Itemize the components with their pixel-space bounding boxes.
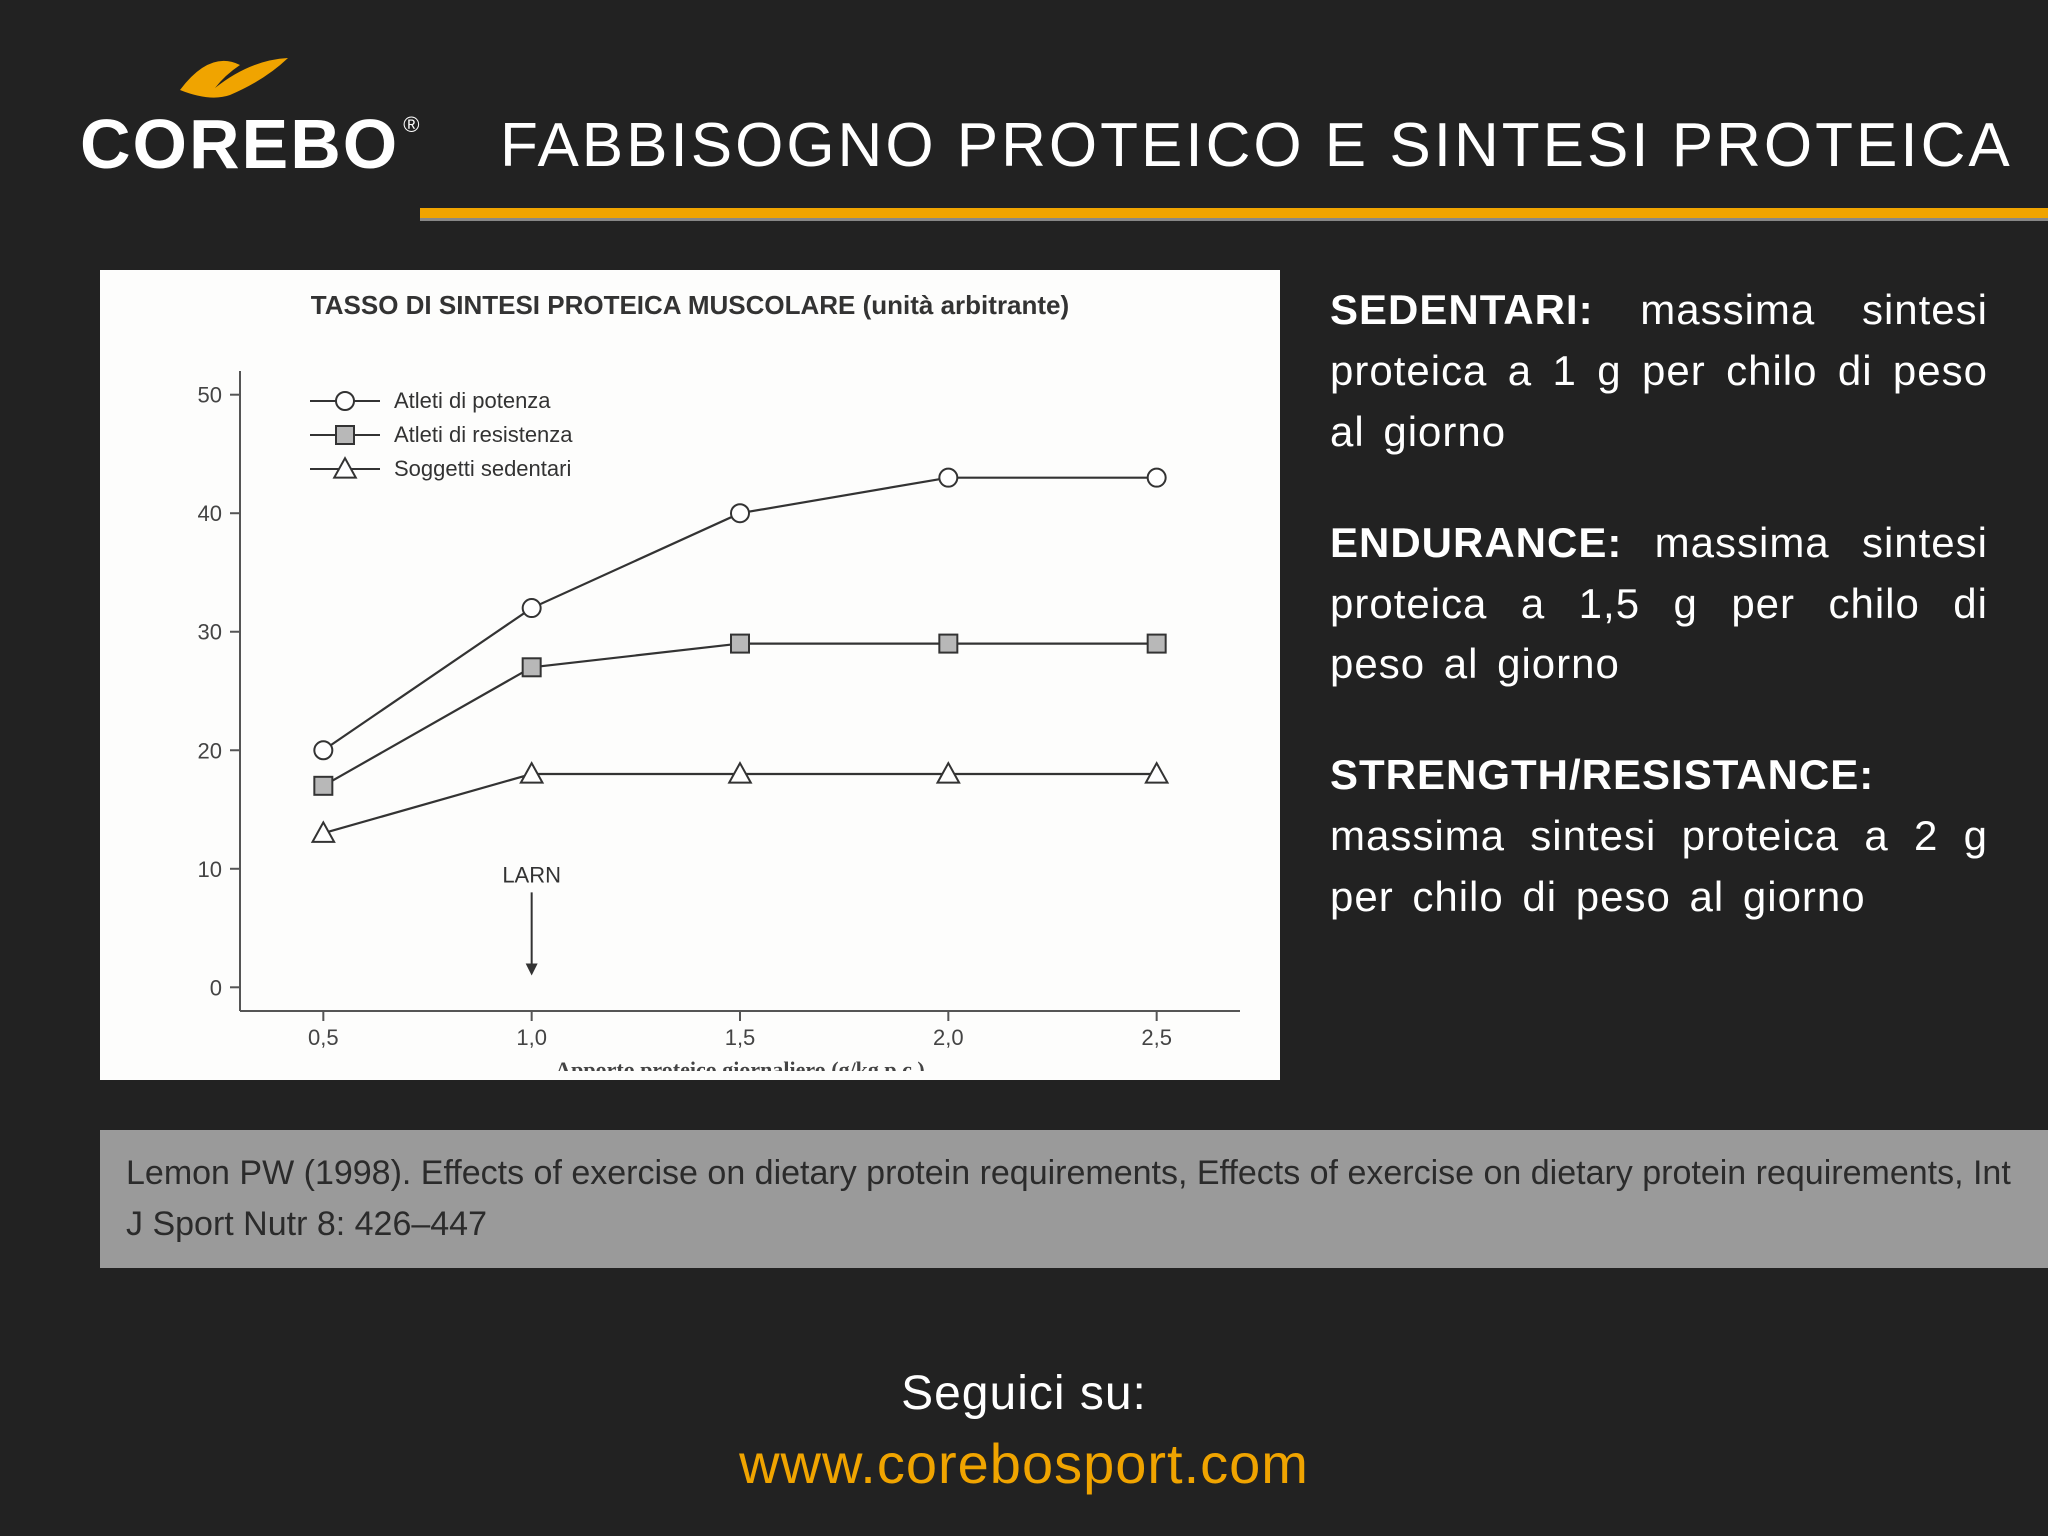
svg-text:1,0: 1,0 (516, 1025, 547, 1050)
title-underline-accent (420, 208, 2048, 218)
page-title: FABBISOGNO PROTEICO E SINTESI PROTEICA (500, 110, 2013, 181)
svg-text:Soggetti sedentari: Soggetti sedentari (394, 456, 571, 481)
chart-title: TASSO DI SINTESI PROTEICA MUSCOLARE (uni… (130, 290, 1250, 321)
footer: Seguici su: www.corebosport.com (0, 1366, 2048, 1496)
note-strength-label: STRENGTH/RESISTANCE: (1330, 751, 1874, 798)
brand-logo: COREBO® (80, 40, 415, 184)
title-underline-gray (420, 218, 2048, 221)
svg-text:2,0: 2,0 (933, 1025, 964, 1050)
svg-text:0,5: 0,5 (308, 1025, 339, 1050)
content-area: TASSO DI SINTESI PROTEICA MUSCOLARE (uni… (100, 270, 1988, 1276)
side-notes: SEDENTARI: massima sintesi proteica a 1 … (1330, 270, 1988, 1276)
svg-text:Apporto proteico giornaliero (: Apporto proteico giornaliero (g/kg p.c.) (555, 1057, 925, 1071)
svg-text:20: 20 (198, 738, 222, 763)
note-strength: STRENGTH/RESISTANCE: massima sintesi pro… (1330, 745, 1988, 928)
citation-bar: Lemon PW (1998). Effects of exercise on … (100, 1130, 2048, 1268)
svg-text:40: 40 (198, 501, 222, 526)
svg-text:1,5: 1,5 (725, 1025, 756, 1050)
header: COREBO® FABBISOGNO PROTEICO E SINTESI PR… (0, 40, 2048, 240)
svg-text:10: 10 (198, 857, 222, 882)
note-strength-text: massima sintesi proteica a 2 g per chilo… (1330, 812, 1988, 920)
chart-panel: TASSO DI SINTESI PROTEICA MUSCOLARE (uni… (100, 270, 1280, 1080)
note-endurance: ENDURANCE: massima sintesi proteica a 1,… (1330, 513, 1988, 696)
svg-text:30: 30 (198, 620, 222, 645)
svg-text:2,5: 2,5 (1141, 1025, 1172, 1050)
footer-follow: Seguici su: (0, 1366, 2048, 1421)
line-chart: 0 10 20 30 40 50 0,5 1,0 1,5 2,0 2,5 Apporto protei… (130, 331, 1250, 1071)
runner-icon (170, 40, 300, 110)
note-endurance-label: ENDURANCE: (1330, 519, 1622, 566)
svg-text:Atleti di resistenza: Atleti di resistenza (394, 422, 573, 447)
svg-text:0: 0 (210, 975, 222, 1000)
svg-text:Atleti di potenza: Atleti di potenza (394, 388, 551, 413)
svg-text:LARN: LARN (502, 862, 561, 887)
note-sedentary-label: SEDENTARI: (1330, 286, 1594, 333)
svg-text:50: 50 (198, 383, 222, 408)
note-sedentary: SEDENTARI: massima sintesi proteica a 1 … (1330, 280, 1988, 463)
brand-name: COREBO (80, 105, 399, 183)
footer-url: www.corebosport.com (0, 1431, 2048, 1496)
registered-mark: ® (403, 112, 419, 137)
